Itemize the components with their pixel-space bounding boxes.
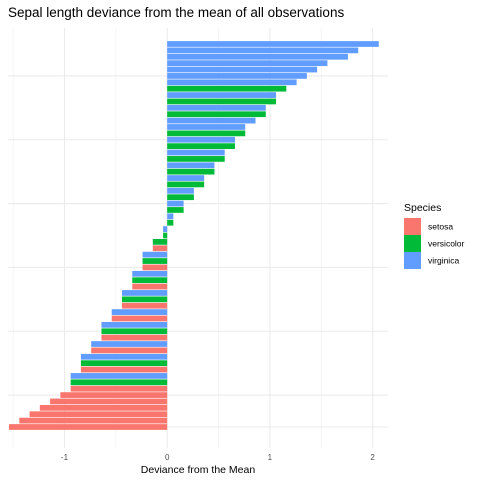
legend-key-versicolor — [404, 235, 421, 252]
x-axis-ticks: -1 0 1 2 — [61, 453, 375, 462]
bar-setosa — [19, 417, 168, 424]
bar-versicolor — [167, 156, 225, 162]
legend-key-virginica — [404, 252, 421, 269]
legend-label-virginica: virginica — [428, 256, 459, 266]
bar-setosa — [70, 385, 168, 392]
bar-virginica — [132, 270, 168, 277]
bar-setosa — [132, 283, 168, 290]
bar-virginica — [167, 92, 277, 98]
x-tick-label: 1 — [268, 453, 273, 462]
bar-versicolor — [167, 168, 215, 175]
bar-setosa — [142, 264, 168, 271]
bar-versicolor — [167, 130, 246, 137]
bar-virginica — [167, 60, 328, 67]
bar-versicolor — [167, 98, 277, 105]
bar-versicolor — [80, 360, 168, 367]
bar-virginica — [167, 136, 235, 143]
bar-setosa — [29, 411, 168, 418]
bar-versicolor — [167, 111, 266, 118]
legend-label-setosa: setosa — [428, 222, 453, 232]
bar-virginica — [80, 353, 168, 360]
bar-versicolor — [101, 328, 168, 335]
bar-versicolor — [167, 219, 174, 226]
bar-setosa — [111, 315, 168, 322]
bar-virginica — [70, 373, 168, 379]
bar-virginica — [167, 104, 266, 111]
bar-virginica — [122, 290, 168, 296]
bar-virginica — [167, 73, 307, 79]
x-tick-label: 0 — [165, 453, 170, 462]
bar-virginica — [167, 162, 215, 169]
bar-virginica — [163, 226, 168, 232]
bar-setosa — [39, 404, 168, 411]
bar-setosa — [50, 398, 168, 405]
bar-setosa — [91, 347, 168, 354]
bar-setosa — [122, 302, 168, 309]
plot-area — [8, 28, 388, 448]
bar-setosa — [60, 392, 168, 398]
bar-versicolor — [70, 379, 168, 386]
legend-key-setosa — [404, 218, 421, 235]
bar-versicolor — [152, 239, 168, 245]
bar-virginica — [111, 309, 168, 315]
bar-virginica — [167, 41, 379, 47]
bar-virginica — [167, 47, 359, 54]
bar-versicolor — [167, 143, 235, 150]
bar-virginica — [167, 124, 246, 130]
bar-versicolor — [132, 277, 168, 284]
x-axis-label: Deviance from the Mean — [141, 464, 256, 476]
bar-virginica — [167, 187, 194, 194]
bar-versicolor — [163, 232, 168, 239]
legend: Species setosa versicolor virginica — [404, 202, 465, 269]
bar-setosa — [152, 245, 168, 252]
bar-versicolor — [167, 207, 184, 213]
bar-virginica — [167, 149, 225, 156]
chart-title: Sepal length deviance from the mean of a… — [8, 5, 344, 20]
bar-versicolor — [142, 258, 168, 264]
bar-setosa — [80, 366, 168, 373]
legend-title: Species — [404, 202, 441, 214]
bar-virginica — [167, 66, 318, 73]
bar-virginica — [167, 117, 256, 124]
bar-versicolor — [122, 296, 168, 303]
bar-setosa — [9, 424, 168, 430]
bar-virginica — [167, 213, 174, 220]
x-tick-label: 2 — [370, 453, 375, 462]
bar-virginica — [142, 251, 168, 258]
bar-versicolor — [167, 85, 287, 92]
bar-setosa — [101, 334, 168, 341]
bar-virginica — [167, 53, 348, 60]
x-tick-label: -1 — [61, 453, 69, 462]
bar-virginica — [167, 175, 205, 181]
bar-virginica — [167, 79, 297, 86]
bar-virginica — [167, 200, 184, 207]
bar-versicolor — [167, 194, 194, 201]
bar-virginica — [91, 341, 168, 347]
legend-label-versicolor: versicolor — [428, 239, 465, 249]
bar-versicolor — [167, 181, 205, 188]
bar-virginica — [101, 321, 168, 328]
